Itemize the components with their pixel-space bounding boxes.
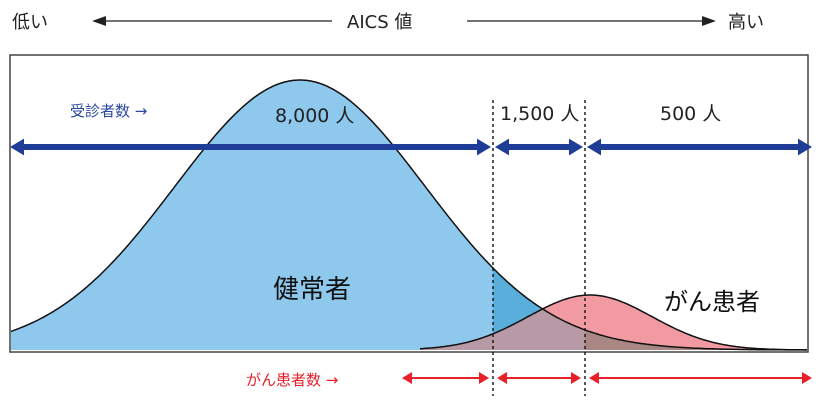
high-label: 高い (728, 12, 764, 33)
cancer-count-label: がん患者数 → (246, 371, 338, 389)
examinees-arrow-2-head-left (495, 138, 509, 156)
examinees-arrows (10, 138, 812, 156)
healthy-curve-outline (10, 79, 807, 351)
cancer-arrow-1 (402, 372, 489, 384)
cancer-arrow-1-head-right (479, 372, 489, 384)
axis-label: AICS 値 (347, 12, 412, 33)
examinees-arrow-1 (10, 138, 491, 156)
arrow-right-head (702, 16, 716, 26)
examinees-arrow-2-head-right (569, 138, 583, 156)
examinees-arrow-1-head-right (477, 138, 491, 156)
count-segment-1: 8,000 人 (275, 105, 354, 127)
cancer-arrow-2-head-right (571, 372, 581, 384)
cancer-arrow-3-head-right (802, 372, 812, 384)
cancer-under-healthy-fill (420, 309, 585, 350)
cancer-count-arrows (402, 372, 812, 384)
low-label: 低い (12, 12, 48, 33)
examinees-arrow-3-head-right (798, 138, 812, 156)
count-segment-2: 1,500 人 (500, 103, 579, 125)
examinees-arrow-3 (587, 138, 812, 156)
examinees-arrow-1-head-left (10, 138, 24, 156)
arrow-left-head (92, 16, 106, 26)
cancer-arrow-1-head-left (402, 372, 412, 384)
cancer-arrow-3-head-left (589, 372, 599, 384)
examinees-arrow-2 (495, 138, 583, 156)
cancer-arrow-3 (589, 372, 812, 384)
count-segment-3: 500 人 (660, 103, 721, 125)
examinees-arrow-3-head-left (587, 138, 601, 156)
cancer-arrow-2-head-left (497, 372, 507, 384)
cancer-curve-outline (419, 294, 807, 351)
cancer-label: がん患者 (664, 288, 760, 316)
healthy-label: 健常者 (273, 275, 351, 305)
mixed-overlap-fill (585, 329, 807, 350)
examinees-label: 受診者数 → (70, 102, 147, 120)
cancer-arrow-2 (497, 372, 581, 384)
